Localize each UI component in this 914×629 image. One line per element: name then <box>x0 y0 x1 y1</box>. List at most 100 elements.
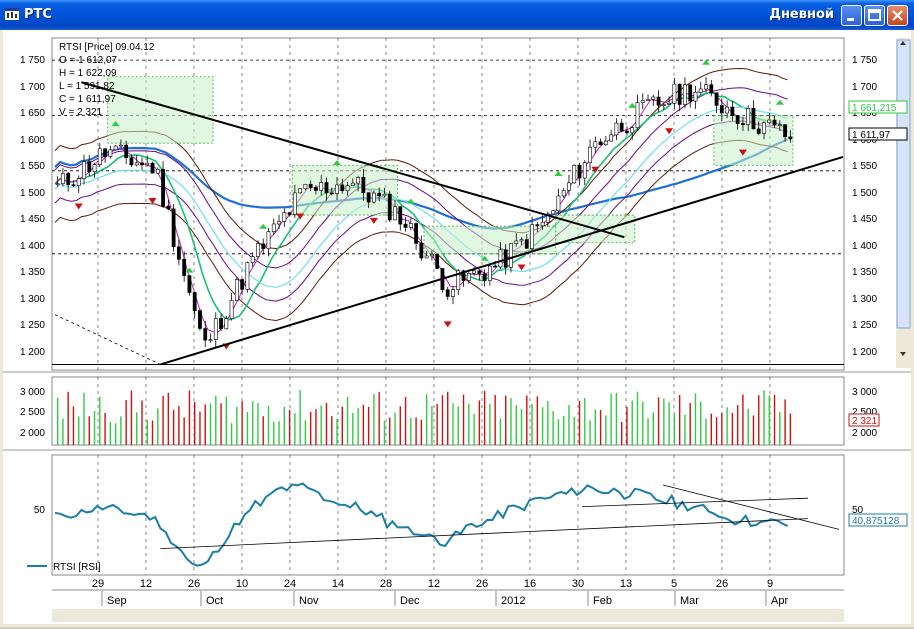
y-tick-left: 2 500 <box>20 407 45 418</box>
candle-body <box>667 103 672 105</box>
volume-label-box <box>848 413 880 427</box>
candle-body <box>598 141 603 146</box>
candle-body <box>767 119 772 124</box>
x-day-label: 29 <box>92 578 104 590</box>
envelope-upper <box>54 87 788 269</box>
scroll-up-icon[interactable] <box>900 41 906 45</box>
sell-signal-marker <box>517 264 526 271</box>
candle-body <box>335 184 339 194</box>
candle-body <box>219 318 223 330</box>
y-tick-left: 1 700 <box>20 82 45 93</box>
legend-line: H = 1 622,09 <box>59 68 117 79</box>
x-month-label: Nov <box>299 595 319 607</box>
price-label-upper: 1 661,215 <box>852 103 897 114</box>
candle-body <box>387 193 392 221</box>
candle-body <box>730 106 735 116</box>
candle-body <box>540 221 545 227</box>
candle-body <box>619 122 624 132</box>
candle-body <box>519 239 524 242</box>
candle-body <box>71 184 76 186</box>
legend-line: C = 1 611,97 <box>59 94 116 105</box>
candle-body <box>240 279 245 290</box>
y-tick-left: 1 450 <box>20 214 45 225</box>
candle-body <box>113 145 118 151</box>
title-bar[interactable]: РТС Дневной <box>0 0 914 30</box>
candle-body <box>87 161 92 173</box>
candle-body <box>108 149 113 157</box>
candle-body <box>693 91 698 102</box>
candle-body <box>719 105 724 114</box>
x-day-label: 26 <box>716 578 728 590</box>
scroll-down-icon[interactable] <box>900 352 906 356</box>
candle-body <box>261 243 266 249</box>
resistance-trendline <box>81 81 625 239</box>
candle-body <box>161 169 165 207</box>
candle-body <box>609 134 614 142</box>
maximize-button[interactable] <box>864 5 885 26</box>
x-month-label: Dec <box>400 595 420 607</box>
y-tick-left: 2 000 <box>20 428 45 439</box>
y-tick-left: 1 400 <box>20 241 45 252</box>
candle-body <box>155 169 160 174</box>
candle-body <box>61 173 65 184</box>
candle-body <box>577 165 582 179</box>
y-tick-left: 1 650 <box>20 108 45 119</box>
candle-body <box>308 183 313 188</box>
candle-body <box>176 246 181 260</box>
candle-body <box>672 83 677 104</box>
candle-body <box>530 224 534 249</box>
candle-body <box>277 221 281 225</box>
candle-body <box>419 243 424 259</box>
candle-body <box>477 270 482 275</box>
candle-body <box>698 88 703 93</box>
candle-body <box>150 162 155 174</box>
candle-body <box>603 140 608 146</box>
candle-body <box>551 210 556 215</box>
rsi-plot-frame <box>51 454 845 576</box>
chart-window-icon <box>5 8 19 20</box>
candle-body <box>55 183 60 185</box>
close-button[interactable] <box>887 5 908 26</box>
chart-svg[interactable]: RTSI [Price] 09.04.12 O = 1 612,07 H = 1… <box>3 30 911 624</box>
y-tick-right: 1 350 <box>852 267 877 278</box>
candle-body <box>567 182 571 191</box>
candle-body <box>372 192 376 203</box>
x-day-label: 5 <box>671 578 677 590</box>
candle-body <box>783 124 787 138</box>
x-day-label: 26 <box>188 578 200 590</box>
buy-signal-marker <box>702 59 711 65</box>
candle-body <box>329 192 334 195</box>
candle-body <box>118 144 123 147</box>
price-legend: RTSI [Price] 09.04.12 O = 1 612,07 H = 1… <box>59 42 155 118</box>
y-tick-right: 1 450 <box>852 214 877 225</box>
x-axis: 29 12 26 10 24 14 28 12 26 16 30 13 5 26 9 Sep Oct Nov Dec… <box>92 578 789 607</box>
candle-body <box>208 339 213 341</box>
dashed-trendline <box>54 314 161 365</box>
candle-body <box>751 108 756 130</box>
y-tick-right: 3 000 <box>852 387 877 398</box>
legend-line: RTSI [Price] 09.04.12 <box>59 42 155 53</box>
scrollbar-thumb[interactable] <box>896 39 911 329</box>
legend-line: L = 1 591,82 <box>59 81 115 92</box>
price-plot-frame <box>51 37 845 371</box>
y-tick-left: 1 550 <box>20 161 45 172</box>
candle-body <box>303 183 308 189</box>
horizontal-scrollbar[interactable] <box>52 609 844 622</box>
candle-body <box>683 84 687 105</box>
rsi-current-label: 40,875128 <box>852 516 900 527</box>
sell-signal-marker <box>148 198 157 205</box>
buy-signal-marker <box>185 267 194 273</box>
candle-body <box>129 157 134 166</box>
close-icon <box>892 10 903 21</box>
timeframe-label[interactable]: Дневной <box>769 7 834 22</box>
sell-signal-marker <box>443 321 452 328</box>
rsi-legend: RTSI [RSI] <box>53 562 101 573</box>
minimize-button[interactable] <box>841 5 862 26</box>
sell-signal-marker <box>738 149 747 156</box>
x-month-label: Feb <box>593 595 612 607</box>
candle-body <box>677 83 682 105</box>
legend-line: V = 2 321 <box>59 107 103 118</box>
candle-body <box>556 195 561 212</box>
y-tick-right: 2 000 <box>852 428 877 439</box>
candle-body <box>714 92 719 106</box>
